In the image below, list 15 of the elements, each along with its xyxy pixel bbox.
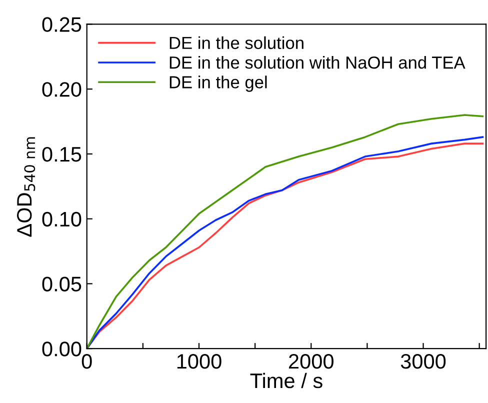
y-tick-label: 0.20 — [42, 82, 82, 97]
y-tick-label: 0.25 — [42, 17, 82, 32]
x-tick-label: 3000 — [400, 354, 446, 369]
y-tick-label: 0.00 — [42, 342, 82, 356]
y-tick-label: 0.05 — [42, 276, 82, 292]
y-tick-label: 0.15 — [42, 146, 82, 162]
y-axis-title: ΔOD$_{540 nm}$ — [16, 137, 36, 237]
x-tick-label: 0 — [82, 354, 92, 369]
legend-label: DE in the gel — [170, 76, 267, 92]
x-tick-label: 1000 — [177, 354, 222, 369]
x-axis-title: Time / s — [250, 372, 322, 388]
legend-label: DE in the solution — [170, 36, 304, 50]
y-tick-label: 0.10 — [42, 212, 82, 227]
legend-label: DE in the solution with NaOH and TEA — [170, 56, 466, 69]
x-tick-label: 2000 — [289, 354, 334, 369]
